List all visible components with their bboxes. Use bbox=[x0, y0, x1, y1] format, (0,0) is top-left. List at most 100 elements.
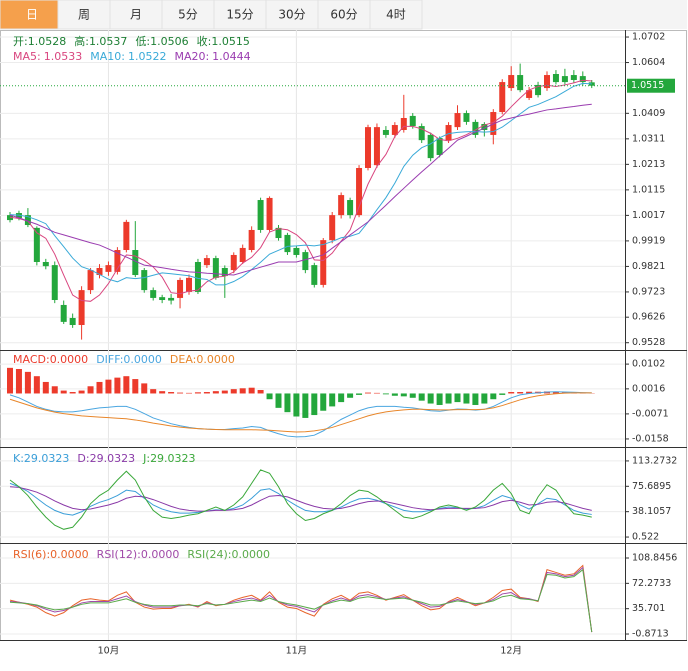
last-price-box bbox=[627, 78, 675, 93]
legend-name: MA5: bbox=[13, 50, 41, 63]
y-tick-label: 0.9821 bbox=[632, 261, 665, 272]
y-tick-label: 0.9626 bbox=[632, 312, 665, 323]
candle-body bbox=[33, 227, 40, 262]
tab-label: 4时 bbox=[386, 8, 406, 22]
legend-value: 1.0533 bbox=[44, 50, 83, 63]
y-tick-label: -0.8713 bbox=[632, 629, 669, 640]
tab[interactable]: 月 bbox=[109, 0, 163, 30]
candle-body bbox=[561, 76, 568, 83]
tab-label: 5分 bbox=[178, 8, 198, 22]
y-tick-label: 35.701 bbox=[632, 603, 665, 614]
macd-bar bbox=[347, 393, 354, 398]
macd-bar bbox=[427, 393, 434, 404]
candle-body bbox=[105, 265, 112, 272]
legend-name: 开: bbox=[13, 35, 28, 48]
tab[interactable]: 15分 bbox=[213, 0, 267, 30]
macd-bar bbox=[454, 393, 461, 403]
legend-value: 0.0000 bbox=[123, 353, 162, 366]
candle-body bbox=[78, 290, 85, 326]
macd-bar bbox=[481, 393, 488, 404]
macd-bar bbox=[338, 393, 345, 403]
candle-body bbox=[517, 75, 524, 91]
tab[interactable]: 60分 bbox=[317, 0, 371, 30]
x-tick-label: 12月 bbox=[500, 646, 522, 657]
legend-value: 0.0000 bbox=[141, 548, 180, 561]
legend-value: 0.0000 bbox=[50, 548, 89, 561]
line-series bbox=[9, 82, 592, 286]
legend-name: D: bbox=[77, 452, 89, 465]
macd-bar bbox=[78, 390, 85, 394]
legend: K:29.0323 D:29.0323 J:29.0323 bbox=[13, 452, 196, 465]
legend-name: RSI(24): bbox=[187, 548, 231, 561]
macd-bar bbox=[212, 391, 219, 394]
legend: RSI(6):0.0000 RSI(12):0.0000 RSI(24):0.000… bbox=[13, 548, 270, 561]
x-tick-label: 10月 bbox=[98, 646, 120, 657]
macd-bar bbox=[382, 393, 389, 395]
line-series bbox=[9, 566, 593, 633]
candle-body bbox=[588, 82, 595, 86]
tab-box bbox=[57, 0, 111, 30]
candle-body bbox=[570, 75, 577, 80]
legend-value: 1.0515 bbox=[211, 35, 250, 48]
tab[interactable]: 4时 bbox=[369, 0, 423, 30]
macd-bar bbox=[275, 393, 282, 408]
y-tick-label: 1.0409 bbox=[632, 108, 665, 119]
candle-body bbox=[168, 297, 175, 301]
candle-body bbox=[51, 265, 58, 301]
candle-body bbox=[275, 227, 282, 239]
macd-bar bbox=[472, 393, 479, 405]
macd-bar bbox=[508, 392, 515, 394]
tab-label: 周 bbox=[78, 8, 90, 22]
macd-bar bbox=[168, 392, 175, 394]
line-series bbox=[9, 469, 592, 530]
y-tick-label: 1.0702 bbox=[632, 32, 665, 43]
tab-label: 15分 bbox=[226, 8, 253, 22]
y-tick-label: 1.0115 bbox=[632, 184, 665, 195]
legend-name: 高: bbox=[74, 34, 89, 48]
macd-bar bbox=[436, 393, 443, 405]
tab[interactable]: 5分 bbox=[161, 0, 215, 30]
legend-value: 0.0000 bbox=[231, 548, 270, 561]
candle-body bbox=[302, 252, 309, 271]
candle-body bbox=[123, 221, 130, 251]
candle-body bbox=[230, 254, 237, 271]
macd-bar bbox=[7, 367, 13, 394]
candle-body bbox=[544, 75, 550, 89]
legend-value: 29.0323 bbox=[24, 452, 70, 465]
macd-bar bbox=[329, 393, 336, 407]
macd-bar bbox=[320, 393, 327, 411]
y-tick-label: 0.9528 bbox=[632, 337, 665, 348]
candle-body bbox=[454, 113, 461, 128]
candle-body bbox=[42, 261, 49, 267]
legend-name: DEA: bbox=[170, 353, 196, 366]
macd-bar bbox=[132, 379, 139, 394]
candle-body bbox=[445, 125, 452, 141]
candle-body bbox=[293, 247, 300, 255]
macd-bar bbox=[517, 392, 524, 394]
candle-body bbox=[96, 267, 103, 276]
candle-body bbox=[427, 134, 434, 159]
macd-bar bbox=[463, 393, 470, 404]
macd-bar bbox=[42, 381, 49, 394]
y-tick-label: 1.0017 bbox=[632, 210, 665, 221]
macd-bar bbox=[177, 392, 184, 394]
y-tick-label: -0.0158 bbox=[632, 433, 669, 444]
y-tick-label: 0.9723 bbox=[632, 286, 665, 297]
macd-bar bbox=[159, 391, 166, 394]
y-tick-label: 108.8456 bbox=[632, 553, 677, 564]
tab[interactable]: 日 bbox=[0, 0, 59, 30]
tab[interactable]: 周 bbox=[57, 0, 111, 30]
macd-bar bbox=[445, 393, 452, 404]
line-series bbox=[9, 486, 592, 512]
legend-value: 1.0537 bbox=[89, 35, 128, 48]
y-tick-label: 1.0604 bbox=[632, 57, 665, 68]
legend-name: 收: bbox=[197, 34, 212, 48]
line-series bbox=[9, 79, 592, 302]
tab[interactable]: 30分 bbox=[265, 0, 319, 30]
macd-bar bbox=[51, 386, 58, 394]
candle-body bbox=[552, 74, 559, 83]
macd-bar bbox=[365, 392, 371, 394]
macd-bar bbox=[311, 393, 318, 416]
legend-name: RSI(12): bbox=[97, 548, 141, 561]
